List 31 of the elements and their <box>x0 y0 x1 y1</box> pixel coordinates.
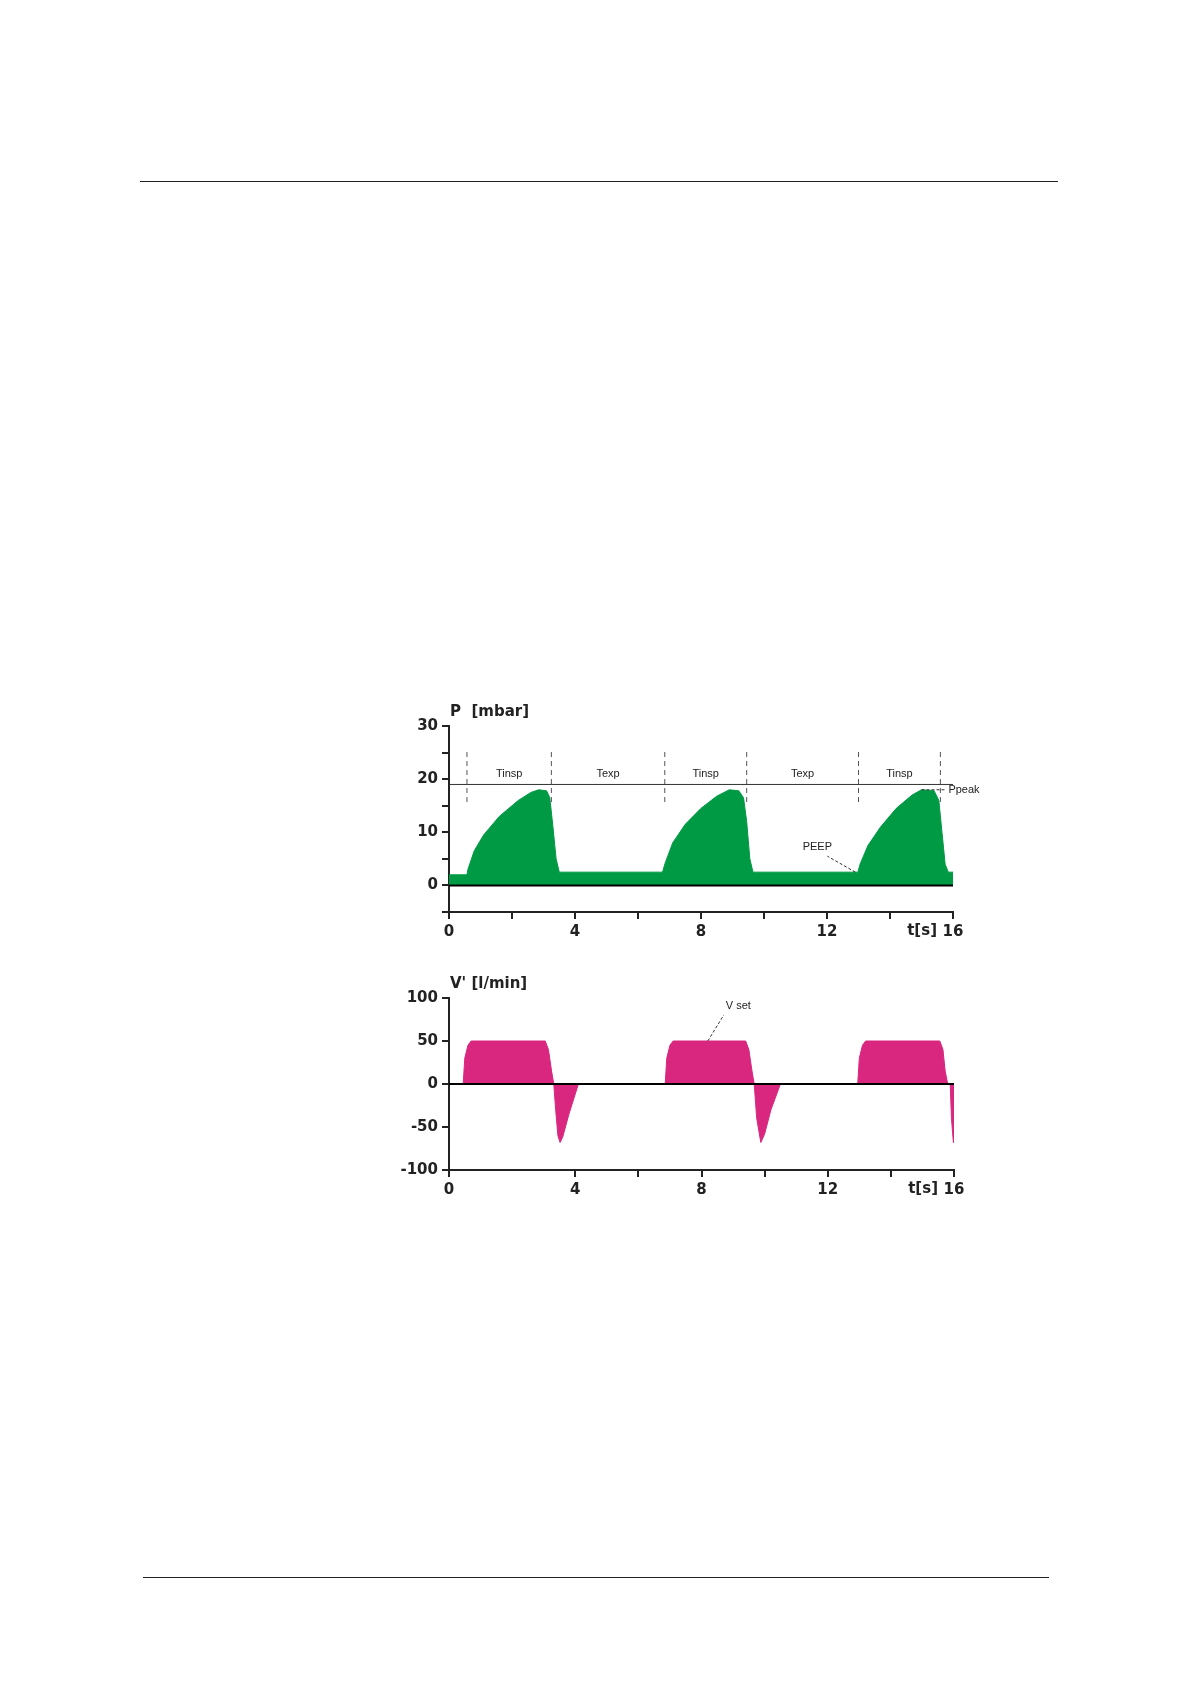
annotation: Texp <box>596 767 620 780</box>
y-tick-label: -50 <box>410 1116 438 1135</box>
y-tick-label: 30 <box>417 715 438 734</box>
y-tick-label: -100 <box>400 1159 438 1178</box>
annotation: Tinsp <box>886 767 913 780</box>
x-axis-title: t[s] <box>908 1179 938 1198</box>
annotation: PEEP <box>802 840 833 853</box>
annotation: V set <box>725 999 751 1012</box>
annotation: Tinsp <box>495 767 523 780</box>
x-tick-label: 4 <box>569 921 581 940</box>
x-axis-title: t[s] <box>907 921 937 940</box>
x-tick-label: 4 <box>570 1179 581 1198</box>
x-tick-label: 8 <box>696 1179 707 1198</box>
y-tick-label: 0 <box>427 1073 438 1092</box>
annotation: Ppeak <box>948 782 981 795</box>
y-tick-label: 100 <box>406 987 438 1006</box>
y-axis-title: P [mbar] <box>450 702 530 721</box>
y-tick-label: 50 <box>417 1030 438 1049</box>
x-tick-label: 12 <box>817 1179 839 1198</box>
x-tick-label: 12 <box>816 921 838 940</box>
y-tick-label: 10 <box>417 822 438 841</box>
x-tick-label: 16 <box>942 921 964 940</box>
x-tick-label: 16 <box>943 1179 965 1198</box>
y-tick-label: 0 <box>427 875 438 894</box>
annotation: Texp <box>790 767 815 780</box>
x-tick-label: 8 <box>695 921 707 940</box>
annotation: Tinsp <box>692 767 719 780</box>
x-tick-label: 0 <box>443 1179 455 1198</box>
y-tick-label: 20 <box>417 769 438 788</box>
x-tick-label: 0 <box>443 921 455 940</box>
y-axis-title: V' [l/min] <box>450 974 528 993</box>
